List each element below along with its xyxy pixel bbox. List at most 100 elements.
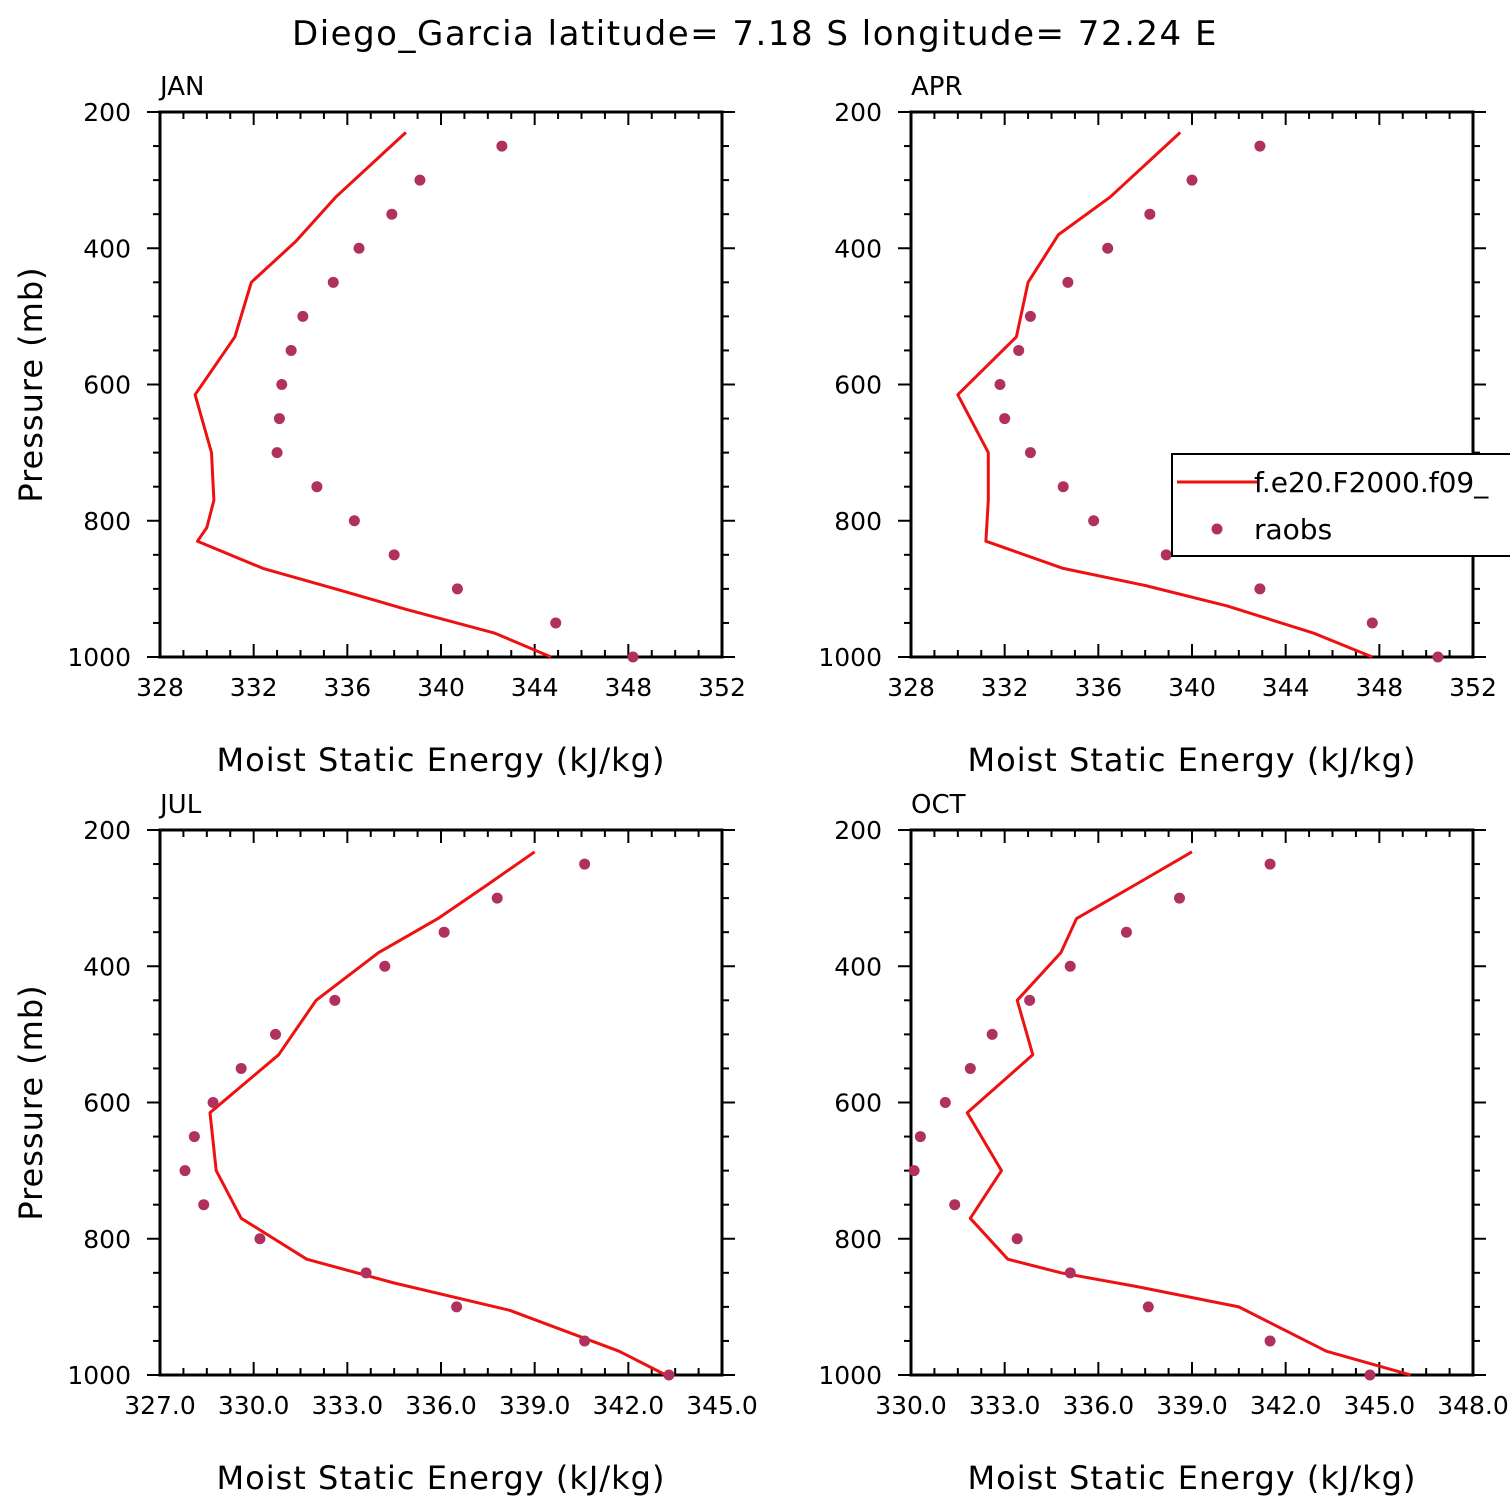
legend-label-raobs: raobs bbox=[1254, 513, 1332, 546]
legend-label-model: f.e20.F2000.f09_ bbox=[1254, 466, 1489, 499]
raobs-point bbox=[986, 1028, 998, 1040]
raobs-point bbox=[270, 1028, 282, 1040]
y-tick-label: 200 bbox=[834, 816, 882, 845]
x-tick-label: 330.0 bbox=[218, 1391, 290, 1420]
x-tick-label: 340 bbox=[1168, 673, 1216, 702]
x-tick-label: 342.0 bbox=[593, 1391, 665, 1420]
x-tick-label: 345.0 bbox=[686, 1391, 758, 1420]
raobs-point bbox=[438, 926, 450, 938]
panels-group: 328 332 336 340 344 348 352 200 400 600 800 1000 JAN… bbox=[12, 72, 1510, 1497]
raobs-point bbox=[1144, 208, 1156, 220]
raobs-point bbox=[1088, 515, 1100, 527]
legend: f.e20.F2000.f09_raobs bbox=[1171, 453, 1510, 557]
raobs-point bbox=[235, 1062, 247, 1074]
raobs-point bbox=[379, 960, 391, 972]
y-tick-label: 200 bbox=[834, 98, 882, 127]
raobs-point bbox=[1064, 1267, 1076, 1279]
x-tick-label: 336 bbox=[1074, 673, 1122, 702]
raobs-point bbox=[273, 413, 285, 425]
panel-jul: 327.0 330.0 333.0 336.0 339.0 342.0 345.0 200 40… bbox=[12, 790, 758, 1497]
model-line-series bbox=[208, 850, 667, 1377]
x-tick-label: 344 bbox=[511, 673, 559, 702]
raobs-point bbox=[1024, 447, 1036, 459]
y-tick-label: 600 bbox=[834, 371, 882, 400]
x-tick-label: 348.0 bbox=[1437, 1391, 1509, 1420]
x-tick-label: 348 bbox=[604, 673, 652, 702]
x-tick-label: 345.0 bbox=[1344, 1391, 1416, 1420]
x-axis-label: Moist Static Energy (kJ/kg) bbox=[968, 1459, 1417, 1497]
plot-frame bbox=[158, 110, 724, 659]
y-tick-label: 600 bbox=[83, 371, 131, 400]
y-tick-label: 1000 bbox=[67, 643, 131, 672]
raobs-point bbox=[1264, 1335, 1276, 1347]
panel-jan: 328 332 336 340 344 348 352 200 400 600 800 1000 JAN… bbox=[12, 72, 746, 779]
y-tick-label: 400 bbox=[83, 952, 131, 981]
raobs-point bbox=[254, 1233, 266, 1245]
raobs-point bbox=[914, 1131, 926, 1143]
x-tick-label: 344 bbox=[1262, 673, 1310, 702]
raobs-point bbox=[1013, 344, 1025, 356]
y-tick-label: 800 bbox=[83, 507, 131, 536]
raobs-point bbox=[311, 481, 323, 493]
x-tick-label: 352 bbox=[1449, 673, 1497, 702]
raobs-point bbox=[908, 1165, 920, 1177]
raobs-point bbox=[360, 1267, 372, 1279]
raobs-point bbox=[1254, 583, 1266, 595]
raobs-point bbox=[1024, 310, 1036, 322]
y-tick-label: 200 bbox=[83, 98, 131, 127]
y-tick-label: 200 bbox=[83, 816, 131, 845]
raobs-point bbox=[207, 1097, 219, 1108]
raobs-point bbox=[276, 379, 288, 390]
raobs-point bbox=[386, 208, 398, 220]
raobs-point bbox=[1024, 994, 1036, 1006]
panel-title: APR bbox=[911, 72, 963, 102]
raobs-point bbox=[627, 651, 639, 663]
raobs-point bbox=[414, 174, 426, 186]
raobs-point bbox=[491, 892, 503, 904]
panel-title: JAN bbox=[158, 72, 204, 102]
raobs-point bbox=[949, 1199, 961, 1211]
x-tick-label: 333.0 bbox=[969, 1391, 1041, 1420]
model-line-series bbox=[956, 131, 1373, 659]
y-tick-label: 1000 bbox=[67, 1361, 131, 1390]
x-tick-label: 336.0 bbox=[405, 1391, 477, 1420]
raobs-point bbox=[1432, 651, 1444, 663]
raobs-point bbox=[1160, 549, 1172, 561]
raobs-point bbox=[1264, 858, 1276, 870]
x-tick-label: 336 bbox=[323, 673, 371, 702]
raobs-point bbox=[327, 276, 339, 288]
y-tick-label: 800 bbox=[834, 1225, 882, 1254]
x-tick-label: 336.0 bbox=[1063, 1391, 1135, 1420]
raobs-point bbox=[451, 583, 463, 595]
legend-dot-swatch bbox=[1211, 523, 1223, 535]
y-tick-label: 800 bbox=[83, 1225, 131, 1254]
x-axis-label: Moist Static Energy (kJ/kg) bbox=[217, 1459, 666, 1497]
raobs-point bbox=[1011, 1233, 1023, 1245]
panel-title: OCT bbox=[911, 790, 966, 820]
y-tick-label: 600 bbox=[834, 1089, 882, 1118]
raobs-point bbox=[994, 379, 1006, 390]
x-tick-label: 342.0 bbox=[1250, 1391, 1322, 1420]
raobs-point bbox=[964, 1062, 976, 1074]
x-tick-label: 348 bbox=[1355, 673, 1403, 702]
x-tick-label: 352 bbox=[698, 673, 746, 702]
raobs-point bbox=[451, 1301, 463, 1313]
raobs-point bbox=[663, 1369, 675, 1381]
x-tick-label: 332 bbox=[981, 673, 1029, 702]
raobs-point bbox=[1064, 960, 1076, 972]
raobs-point bbox=[1057, 481, 1069, 493]
raobs-point bbox=[550, 617, 562, 629]
y-axis-label: Pressure (mb) bbox=[12, 984, 50, 1220]
raobs-point bbox=[388, 549, 400, 561]
x-tick-label: 328 bbox=[136, 673, 184, 702]
y-tick-label: 1000 bbox=[818, 643, 882, 672]
raobs-point bbox=[188, 1131, 200, 1143]
x-axis-label: Moist Static Energy (kJ/kg) bbox=[217, 741, 666, 779]
panel-oct: 330.0 333.0 336.0 339.0 342.0 345.0 348.0 200 40… bbox=[818, 790, 1508, 1497]
raobs-point bbox=[353, 242, 365, 254]
raobs-point bbox=[1364, 1369, 1376, 1381]
raobs-point bbox=[496, 140, 508, 152]
panel-title: JUL bbox=[158, 790, 202, 820]
raobs-point bbox=[348, 515, 360, 527]
